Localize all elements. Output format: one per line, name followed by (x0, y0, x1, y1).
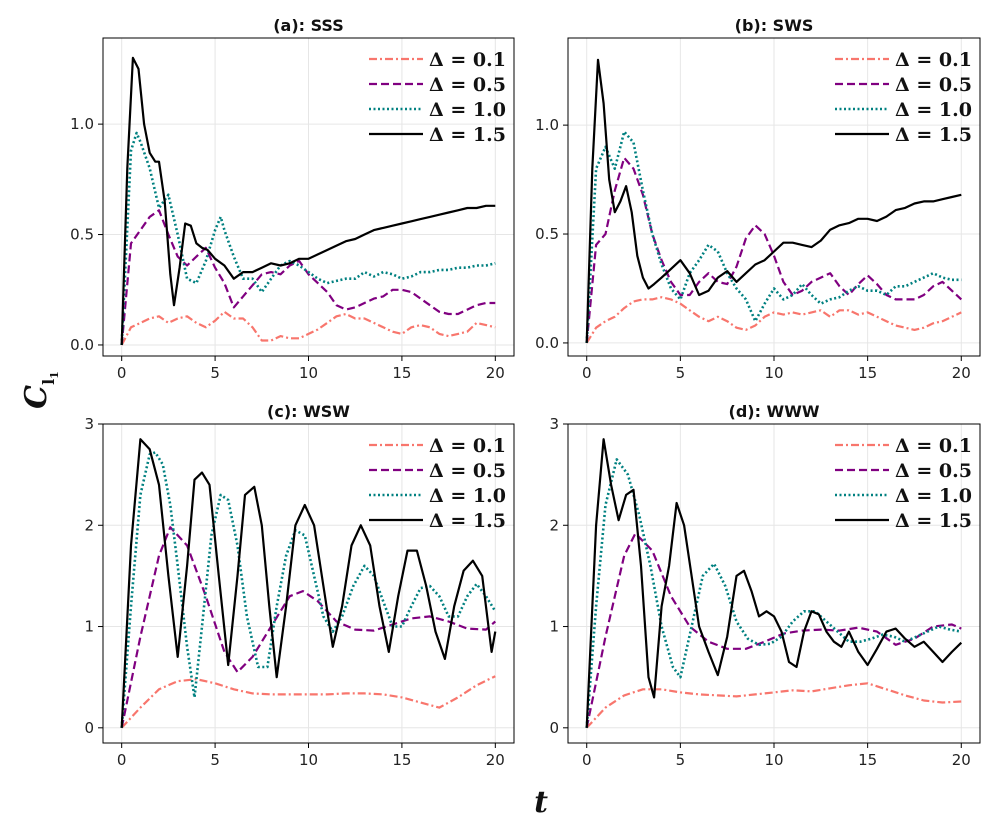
series-line-3 (585, 58, 962, 343)
series-line-2 (585, 458, 962, 728)
y-tick-label: 0.0 (535, 334, 559, 352)
x-tick-label: 0 (582, 751, 592, 769)
series-line-3 (585, 438, 963, 728)
x-tick-label: 20 (486, 751, 505, 769)
legend-label: Δ = 1.5 (429, 510, 506, 532)
y-tick-label: 2 (549, 516, 559, 534)
y-tick-label: 1 (84, 618, 94, 636)
series-line-0 (120, 675, 496, 729)
legend-label: Δ = 1.5 (895, 510, 972, 532)
series-line-0 (585, 682, 962, 729)
chart-panel-1: 0 5 10 15 20 0.0 0.5 1.0 (b): SWS Δ = 0.1 Δ = 0.5 Δ… (535, 16, 981, 382)
series-line-1 (120, 526, 497, 729)
chart-panel-2: 0 5 10 15 20 0 1 2 3 (c): WSW Δ = 0.1 Δ = 0.5 Δ = 1.… (84, 402, 515, 769)
panel-title: (c): WSW (267, 402, 350, 421)
x-tick-label: 5 (676, 364, 686, 382)
series-line-0 (120, 310, 496, 346)
series-line-0 (585, 296, 962, 344)
x-tick-label: 20 (952, 751, 971, 769)
legend-label: Δ = 0.5 (895, 460, 972, 482)
series-line-1 (585, 532, 962, 729)
y-axis-label: Cl1 (19, 371, 61, 409)
x-tick-label: 15 (392, 364, 411, 382)
y-tick-label: 3 (549, 415, 559, 433)
y-tick-label: 0.0 (70, 336, 94, 354)
x-tick-label: 0 (117, 364, 127, 382)
series-line-3 (120, 56, 496, 346)
legend-label: Δ = 1.5 (429, 124, 506, 146)
y-tick-label: 1.0 (70, 115, 94, 133)
x-tick-label: 5 (210, 364, 220, 382)
x-tick-label: 15 (858, 751, 877, 769)
legend-label: Δ = 0.5 (429, 74, 506, 96)
series-line-2 (585, 130, 962, 343)
chart-panel-3: 0 5 10 15 20 0 1 2 3 (d): WWW Δ = 0.1 Δ = 0.5 Δ = 1.… (549, 402, 981, 769)
y-tick-label: 1.0 (535, 116, 559, 134)
x-tick-label: 10 (299, 751, 318, 769)
legend-label: Δ = 1.0 (429, 99, 506, 121)
chart-panel-0: 0 5 10 15 20 0.0 0.5 1.0 (a): SSS Δ = 0.1 Δ = 0.5 Δ… (70, 16, 515, 382)
x-tick-label: 15 (858, 364, 877, 382)
legend-label: Δ = 0.1 (895, 435, 972, 457)
x-tick-label: 5 (676, 751, 686, 769)
y-tick-label: 3 (84, 415, 94, 433)
legend-label: Δ = 0.1 (429, 435, 506, 457)
series-line-1 (120, 209, 496, 346)
svg-text:Cl1: Cl1 (19, 371, 61, 409)
x-tick-label: 0 (117, 751, 127, 769)
series-line-2 (120, 131, 496, 346)
x-tick-label: 20 (486, 364, 505, 382)
y-tick-label: 0.5 (535, 225, 559, 243)
legend-label: Δ = 1.5 (895, 124, 972, 146)
y-axis-label-subsubscript: 1 (48, 371, 61, 379)
y-tick-label: 1 (549, 618, 559, 636)
y-tick-label: 0 (84, 719, 94, 737)
legend-label: Δ = 0.1 (429, 49, 506, 71)
y-tick-label: 0.5 (70, 226, 94, 244)
y-tick-label: 0 (549, 719, 559, 737)
series-line-2 (120, 451, 497, 728)
panel-title: (a): SSS (273, 16, 344, 35)
x-tick-label: 15 (392, 751, 411, 769)
series-line-1 (585, 156, 963, 344)
panel-title: (d): WWW (729, 402, 820, 421)
x-tick-label: 20 (952, 364, 971, 382)
legend-label: Δ = 0.5 (895, 74, 972, 96)
x-tick-label: 0 (582, 364, 592, 382)
x-tick-label: 10 (764, 751, 783, 769)
legend-label: Δ = 0.5 (429, 460, 506, 482)
legend-label: Δ = 1.0 (429, 485, 506, 507)
y-axis-label-main: C (19, 385, 54, 409)
legend-label: Δ = 0.1 (895, 49, 972, 71)
x-tick-label: 5 (210, 751, 220, 769)
legend-label: Δ = 1.0 (895, 485, 972, 507)
panel-title: (b): SWS (735, 16, 814, 35)
y-axis-label-subscript: l (39, 379, 58, 385)
y-tick-label: 2 (84, 516, 94, 534)
series-line-3 (120, 438, 497, 728)
x-tick-label: 10 (299, 364, 318, 382)
x-tick-label: 10 (764, 364, 783, 382)
legend-label: Δ = 1.0 (895, 99, 972, 121)
x-axis-label: t (534, 785, 548, 820)
